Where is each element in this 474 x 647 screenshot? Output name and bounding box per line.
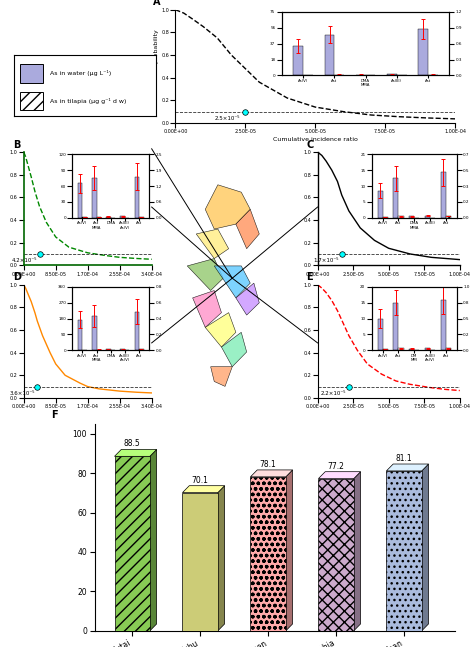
Y-axis label: Exceedence probability: Exceedence probability (154, 30, 159, 103)
Polygon shape (182, 486, 225, 492)
Bar (20, 92, 43, 110)
Text: 4.2×10⁻⁵: 4.2×10⁻⁵ (11, 259, 37, 263)
Polygon shape (214, 266, 250, 298)
Polygon shape (150, 450, 156, 631)
Text: D: D (13, 272, 21, 282)
Polygon shape (236, 283, 259, 315)
Bar (319, 479, 354, 631)
Bar (20, 64, 43, 83)
Text: C: C (306, 140, 313, 150)
Text: E: E (306, 272, 313, 282)
Text: As in water (μg L⁻¹): As in water (μg L⁻¹) (50, 71, 111, 76)
Polygon shape (236, 210, 259, 248)
Polygon shape (354, 472, 361, 631)
Polygon shape (319, 472, 361, 479)
Polygon shape (115, 450, 156, 456)
Bar (182, 492, 218, 631)
Bar (115, 456, 150, 631)
Text: B: B (13, 140, 21, 150)
Polygon shape (196, 229, 228, 259)
Text: 70.1: 70.1 (191, 476, 209, 485)
Polygon shape (205, 185, 250, 229)
Bar (386, 471, 422, 631)
Polygon shape (218, 486, 225, 631)
X-axis label: Cumulative incidence ratio: Cumulative incidence ratio (273, 137, 358, 142)
Polygon shape (210, 367, 232, 386)
Polygon shape (187, 259, 223, 291)
Text: 81.1: 81.1 (396, 454, 412, 463)
Text: 88.5: 88.5 (124, 439, 141, 448)
Polygon shape (286, 470, 292, 631)
Polygon shape (192, 291, 221, 327)
Text: 77.2: 77.2 (328, 462, 345, 471)
Text: 2.5×10⁻⁵: 2.5×10⁻⁵ (214, 116, 240, 121)
Text: A: A (153, 0, 161, 7)
Bar (250, 477, 286, 631)
Text: 2.2×10⁻⁵: 2.2×10⁻⁵ (320, 391, 346, 396)
Polygon shape (250, 470, 292, 477)
Text: F: F (52, 410, 58, 420)
Polygon shape (386, 464, 428, 471)
Polygon shape (422, 464, 428, 631)
Text: 3.6×10⁻⁵: 3.6×10⁻⁵ (9, 391, 35, 396)
Text: 78.1: 78.1 (260, 460, 276, 469)
Polygon shape (221, 333, 246, 367)
Text: As in tilapia (μg g⁻¹ d w): As in tilapia (μg g⁻¹ d w) (50, 98, 126, 104)
Text: 1.7×10⁻⁵: 1.7×10⁻⁵ (313, 259, 339, 263)
Polygon shape (205, 313, 236, 347)
